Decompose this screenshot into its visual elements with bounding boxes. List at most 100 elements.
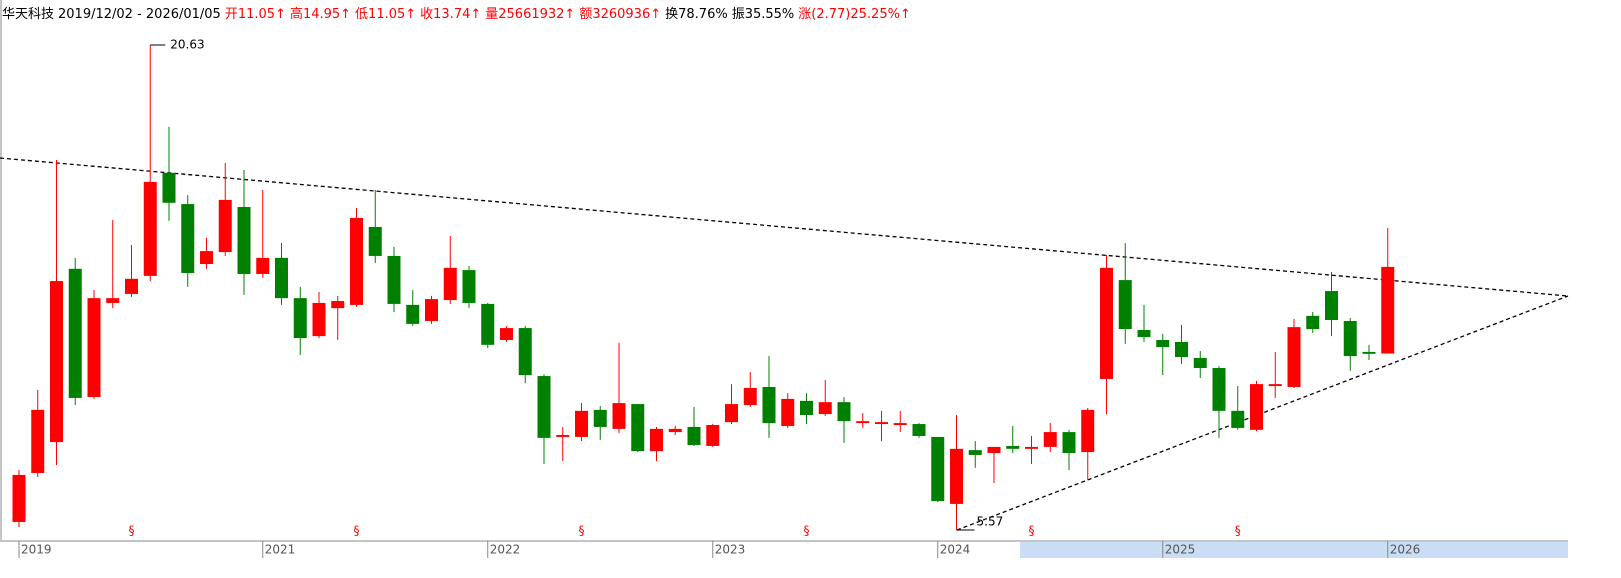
event-marker: § — [1235, 524, 1241, 538]
x-tick-label: 2022 — [490, 543, 521, 557]
x-tick-label: 2023 — [715, 543, 746, 557]
header-item: 开11.05↑ — [224, 7, 286, 22]
x-tick-label: 2019 — [21, 543, 52, 557]
candle-body — [631, 404, 645, 452]
candle-body — [125, 278, 138, 294]
candle-body — [1212, 368, 1226, 411]
candle-body — [1362, 351, 1376, 354]
candle-body — [856, 421, 870, 424]
candle-body — [537, 376, 551, 438]
candle-body — [462, 270, 476, 303]
candle-body — [275, 257, 288, 299]
candle-body — [781, 398, 795, 426]
header-item: 量25661932↑ — [485, 7, 576, 22]
candle-body — [1043, 432, 1057, 447]
candle-body — [350, 217, 363, 305]
header-item: 涨(2.77)25.25%↑ — [798, 7, 911, 22]
candle-body — [293, 298, 307, 339]
candle-body — [706, 425, 720, 446]
event-marker: § — [354, 524, 360, 538]
candle-body — [1343, 320, 1357, 357]
candle-body — [1118, 280, 1132, 330]
x-tick-label: 2026 — [1390, 543, 1421, 557]
candle-body — [687, 426, 701, 445]
x-tick-label: 2021 — [265, 543, 296, 557]
candle-body — [162, 172, 176, 203]
candle-body — [1175, 341, 1188, 358]
header-item: 额3260936↑ — [579, 7, 662, 22]
annotation: 20.63 — [170, 38, 204, 52]
candle-body — [425, 299, 438, 321]
candle-body — [1006, 445, 1020, 449]
candle-body — [387, 255, 401, 304]
trend-line — [0, 157, 1569, 297]
candle-body — [1137, 330, 1151, 338]
candle-body — [725, 404, 738, 423]
axis-highlight — [1020, 542, 1568, 558]
candle-body — [931, 436, 945, 502]
candle-body — [500, 328, 513, 340]
candle-body — [1100, 267, 1113, 379]
candle-body — [50, 281, 63, 443]
candle-body — [668, 428, 682, 433]
candle-body — [200, 251, 213, 264]
candle-body — [575, 410, 588, 437]
candle-body — [912, 424, 926, 436]
candle-body — [1250, 384, 1263, 430]
candle-body — [650, 428, 663, 452]
candle-body — [106, 298, 120, 303]
candle-body — [743, 387, 757, 406]
candle-body — [368, 226, 382, 256]
annotation: 5.57 — [977, 515, 1004, 529]
header-item: 华天科技 — [2, 7, 55, 22]
candle-body — [481, 303, 495, 345]
candle-body — [181, 204, 195, 274]
candle-body — [612, 403, 626, 429]
candle-body — [143, 181, 157, 276]
candle-body — [12, 474, 26, 522]
x-tick-label: 2024 — [940, 543, 971, 557]
header-item: 收13.74↑ — [420, 7, 482, 22]
candle-body — [1062, 432, 1076, 454]
candle-body — [556, 434, 570, 437]
header-item: 高14.95↑ — [289, 7, 352, 22]
candle-body — [237, 206, 251, 274]
candle-body — [443, 267, 457, 301]
candle-body — [1287, 327, 1301, 388]
candle-body — [800, 400, 813, 416]
event-marker: § — [1029, 524, 1035, 538]
candle-body — [406, 304, 420, 324]
candle-body — [1193, 358, 1207, 369]
candle-body — [875, 422, 888, 425]
candle-body — [31, 409, 45, 473]
candle-body — [1025, 446, 1038, 449]
x-tick-label: 2025 — [1165, 543, 1196, 557]
header-item: 换78.76% — [665, 7, 728, 22]
candle-body — [1231, 410, 1245, 428]
candle-body — [518, 328, 532, 376]
candle-body — [818, 402, 832, 415]
candle-body — [987, 446, 1001, 454]
header-item: 2019/12/02 - 2026/01/05 — [58, 7, 221, 22]
candle-body — [1306, 315, 1320, 330]
candle-body — [1268, 384, 1282, 387]
candle-body — [218, 199, 232, 253]
candle-body — [968, 450, 982, 455]
event-marker: § — [804, 524, 810, 538]
candle-body — [1381, 266, 1395, 354]
candle-body — [87, 298, 101, 397]
header-item: 振35.55% — [731, 7, 795, 22]
candle-body — [256, 257, 270, 274]
event-marker: § — [579, 524, 585, 538]
header: 华天科技 2019/12/02 - 2026/01/05 开11.05↑ 高14.95… — [2, 3, 915, 22]
candle-body — [950, 448, 963, 504]
candle-body — [837, 402, 851, 422]
candle-body — [1325, 291, 1338, 321]
candle-body — [762, 387, 776, 424]
event-marker: § — [129, 524, 135, 538]
candle-body — [893, 423, 907, 426]
candle-body — [312, 302, 326, 337]
candle-body — [593, 409, 607, 427]
